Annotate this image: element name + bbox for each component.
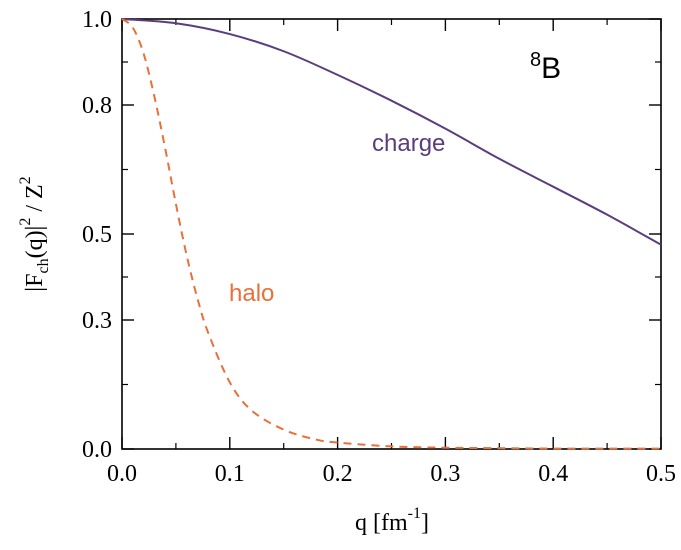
x-axis-title: q [fm-1] xyxy=(355,505,429,536)
y-tick-labels: 0.0 0.3 0.5 0.8 1.0 xyxy=(82,7,112,463)
x-tick-label: 0.5 xyxy=(646,461,676,487)
charge-annotation: charge xyxy=(372,130,445,157)
axis-ticks xyxy=(121,18,662,450)
x-tick-labels: 0.0 0.1 0.2 0.3 0.4 0.5 xyxy=(107,461,676,487)
y-tick-label: 1.0 xyxy=(82,7,112,33)
nucleus-mass-number: 8 xyxy=(530,49,541,71)
series-charge-line xyxy=(121,18,662,246)
x-tick-label: 0.2 xyxy=(323,461,353,487)
y-axis-title: |Fch(q)|2 / Z2 xyxy=(17,176,52,291)
x-tick-label: 0.0 xyxy=(107,461,137,487)
plot-frame xyxy=(121,18,662,450)
x-tick-label: 0.1 xyxy=(215,461,245,487)
y-tick-label: 0.0 xyxy=(82,437,112,463)
x-tick-label: 0.4 xyxy=(538,461,568,487)
series-layer xyxy=(121,18,662,450)
series-halo-line xyxy=(121,18,661,450)
x-tick-label: 0.3 xyxy=(430,461,460,487)
nucleus-label: 8B xyxy=(530,49,561,85)
halo-annotation: halo xyxy=(229,280,274,307)
y-tick-label: 0.3 xyxy=(82,308,112,334)
y-tick-label: 0.8 xyxy=(82,93,112,119)
y-tick-label: 0.5 xyxy=(82,222,112,248)
nucleus-symbol: B xyxy=(541,52,561,85)
